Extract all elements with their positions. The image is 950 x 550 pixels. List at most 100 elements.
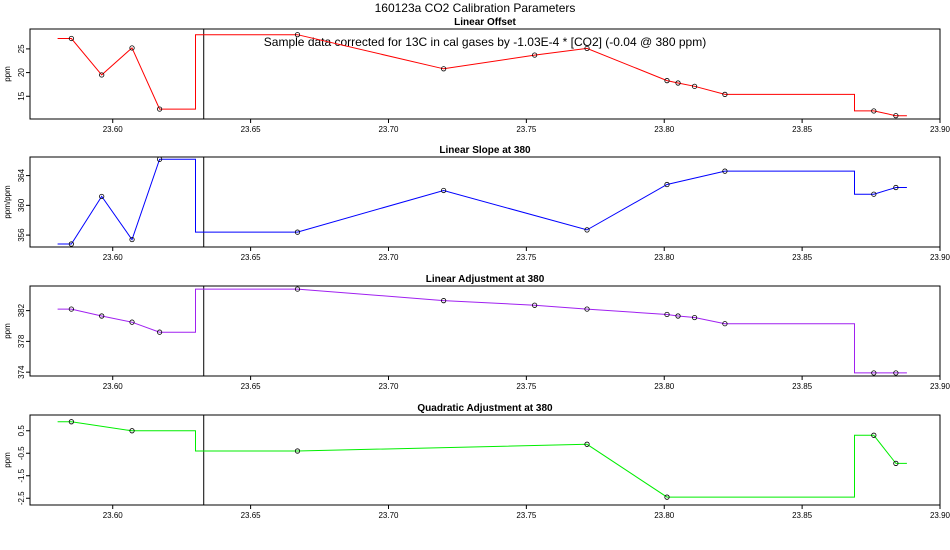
data-point bbox=[294, 286, 301, 292]
x-tick-label: 23.90 bbox=[930, 382, 950, 391]
x-tick-label: 23.85 bbox=[792, 382, 813, 391]
y-tick-label: 356 bbox=[17, 228, 26, 242]
y-tick-label: -0.5 bbox=[17, 446, 26, 460]
data-point bbox=[664, 311, 670, 318]
data-point bbox=[871, 432, 877, 438]
y-tick-label: 374 bbox=[17, 365, 26, 379]
series-line bbox=[57, 34, 907, 117]
data-point bbox=[99, 193, 105, 200]
panel-title: Linear Offset bbox=[454, 17, 516, 28]
y-tick-label: -1.5 bbox=[17, 468, 26, 482]
y-tick-label: 25 bbox=[17, 44, 26, 53]
panels: Linear Offset ppm 23.60 23.65 23.70 23.75 23.8… bbox=[3, 17, 950, 520]
chart-panel: Linear Offset ppm 23.60 23.65 23.70 23.75 23.8… bbox=[3, 17, 950, 134]
plot-frame bbox=[29, 414, 941, 506]
x-tick-label: 23.70 bbox=[378, 253, 399, 262]
y-axis-label: ppm bbox=[3, 323, 12, 339]
data-point bbox=[68, 306, 74, 312]
y-tick-label: 378 bbox=[17, 334, 26, 348]
y-axis-label: ppm bbox=[3, 66, 12, 82]
panel-title: Linear Slope at 380 bbox=[439, 145, 531, 156]
data-point bbox=[532, 302, 538, 308]
x-tick-label: 23.75 bbox=[516, 382, 537, 391]
series-line bbox=[57, 421, 907, 498]
data-point bbox=[893, 460, 899, 466]
panel-title: Linear Adjustment at 380 bbox=[426, 274, 545, 285]
y-tick-label: 15 bbox=[17, 91, 26, 100]
chart-panel: Linear Adjustment at 380 ppm 23.60 23.65 23.… bbox=[3, 274, 950, 391]
x-tick-label: 23.65 bbox=[241, 382, 262, 391]
x-tick-label: 23.85 bbox=[792, 125, 813, 134]
x-tick-label: 23.80 bbox=[654, 253, 675, 262]
data-point bbox=[893, 184, 899, 191]
data-point bbox=[675, 313, 681, 319]
series-line bbox=[57, 288, 907, 374]
data-point bbox=[441, 298, 447, 304]
data-point bbox=[157, 329, 163, 335]
x-tick-label: 23.60 bbox=[103, 125, 124, 134]
y-tick-label: 382 bbox=[17, 303, 26, 317]
data-point bbox=[129, 319, 135, 325]
plot-frame bbox=[29, 156, 941, 248]
x-tick-label: 23.85 bbox=[792, 253, 813, 262]
data-point bbox=[664, 494, 670, 500]
x-tick-label: 23.70 bbox=[378, 382, 399, 391]
x-tick-label: 23.75 bbox=[516, 253, 537, 262]
data-point bbox=[871, 370, 877, 376]
data-point bbox=[294, 448, 301, 454]
x-tick-label: 23.60 bbox=[103, 253, 124, 262]
x-tick-label: 23.75 bbox=[516, 125, 537, 134]
data-point bbox=[99, 313, 105, 319]
y-axis-label: ppm bbox=[3, 452, 12, 468]
y-tick-label: 364 bbox=[17, 168, 26, 182]
data-point bbox=[691, 314, 698, 321]
x-tick-label: 23.65 bbox=[241, 253, 262, 262]
data-point bbox=[584, 227, 590, 233]
x-tick-label: 23.65 bbox=[241, 511, 262, 520]
data-point bbox=[722, 91, 728, 97]
data-point bbox=[157, 106, 163, 112]
data-point bbox=[584, 441, 590, 447]
data-point bbox=[664, 78, 670, 84]
y-tick-label: 20 bbox=[17, 68, 26, 77]
data-point bbox=[584, 306, 590, 312]
data-point bbox=[129, 236, 135, 243]
x-tick-label: 23.85 bbox=[792, 511, 813, 520]
x-tick-label: 23.60 bbox=[103, 511, 124, 520]
x-tick-label: 23.80 bbox=[654, 511, 675, 520]
data-point bbox=[294, 32, 301, 38]
x-tick-label: 23.75 bbox=[516, 511, 537, 520]
data-point bbox=[675, 80, 681, 86]
data-point bbox=[68, 419, 74, 425]
data-point bbox=[129, 428, 135, 434]
x-tick-label: 23.80 bbox=[654, 382, 675, 391]
x-tick-label: 23.80 bbox=[654, 125, 675, 134]
data-point bbox=[129, 45, 135, 51]
data-point bbox=[441, 187, 447, 194]
data-point bbox=[68, 35, 74, 42]
data-point bbox=[68, 241, 74, 247]
chart-panel: Quadratic Adjustment at 380 ppm 23.60 23.65… bbox=[3, 403, 950, 520]
data-point bbox=[691, 83, 698, 89]
x-tick-label: 23.90 bbox=[930, 511, 950, 520]
data-point bbox=[99, 72, 105, 78]
x-tick-label: 23.70 bbox=[378, 511, 399, 520]
correction-note: Sample data corrected for 13C in cal gas… bbox=[264, 35, 706, 49]
x-tick-label: 23.90 bbox=[930, 125, 950, 134]
figure-title: 160123a CO2 Calibration Parameters bbox=[375, 1, 576, 15]
panel-title: Quadratic Adjustment at 380 bbox=[417, 403, 553, 414]
data-point bbox=[157, 156, 163, 162]
y-tick-label: 0.5 bbox=[17, 425, 26, 437]
data-point bbox=[893, 370, 899, 376]
chart-panel: Linear Slope at 380 ppm/ppm 23.60 23.65 23.7… bbox=[3, 145, 950, 262]
data-point bbox=[722, 321, 728, 327]
x-tick-label: 23.65 bbox=[241, 125, 262, 134]
data-point bbox=[893, 113, 899, 119]
plot-frame bbox=[29, 28, 941, 120]
y-axis-label: ppm/ppm bbox=[3, 185, 12, 219]
y-tick-label: 360 bbox=[17, 198, 26, 212]
data-point bbox=[664, 181, 670, 188]
x-tick-label: 23.60 bbox=[103, 382, 124, 391]
x-tick-label: 23.70 bbox=[378, 125, 399, 134]
data-point bbox=[584, 45, 590, 52]
